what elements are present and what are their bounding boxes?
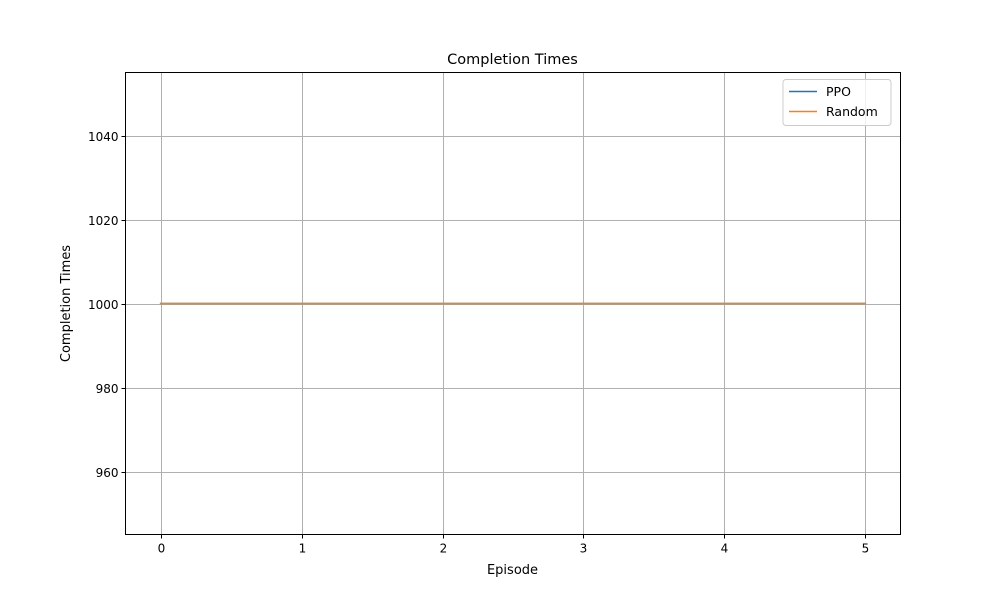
x-tick-label: 5 [862, 542, 870, 556]
x-axis-label: Episode [487, 563, 538, 578]
x-tick-label: 2 [440, 542, 448, 556]
y-tick-label: 1020 [88, 214, 119, 228]
y-tick-label: 1040 [88, 130, 119, 144]
y-tick-label: 980 [96, 382, 119, 396]
y-tick-label: 1000 [88, 298, 119, 312]
x-tick-label: 1 [299, 542, 307, 556]
ticks-layer: 0 1 2 3 4 5 960 980 1000 1020 1040 [88, 130, 869, 556]
plot-frame [125, 72, 901, 535]
legend-label-random: Random [826, 104, 878, 119]
chart-title: Completion Times [447, 52, 578, 68]
x-tick-label: 3 [580, 542, 588, 556]
y-tick-label: 960 [96, 466, 119, 480]
legend-label-ppo: PPO [826, 84, 851, 99]
x-tick-label: 0 [158, 542, 166, 556]
x-tick-label: 4 [721, 542, 729, 556]
legend: PPO Random [782, 79, 892, 126]
y-axis-label: Completion Times [59, 245, 74, 362]
